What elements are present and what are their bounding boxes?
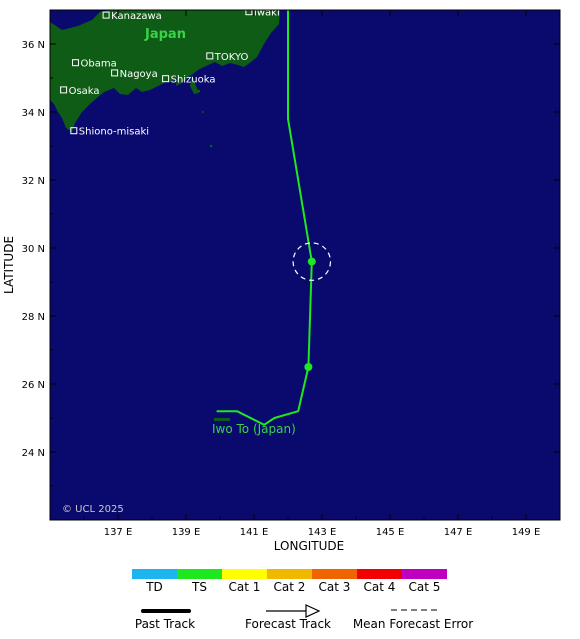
x-axis-title: LONGITUDE xyxy=(274,539,344,553)
forecast-point-marker xyxy=(304,363,313,371)
lon-tick-label: 145 E xyxy=(376,527,405,538)
izu-peninsula-land xyxy=(190,74,199,94)
legend-color-swatch xyxy=(267,569,312,579)
lon-tick-label: 147 E xyxy=(444,527,473,538)
track-layer xyxy=(216,10,332,426)
lon-tick-label: 149 E xyxy=(512,527,541,538)
land-group xyxy=(50,10,280,421)
japan-land xyxy=(50,10,280,132)
lat-tick-label: 30 N xyxy=(22,244,45,255)
iwo-to-island xyxy=(214,418,230,421)
legend-category-label: Cat 3 xyxy=(319,580,351,594)
copyright-text: © UCL 2025 xyxy=(62,504,124,515)
izu-island xyxy=(197,89,201,93)
forecast-point-marker xyxy=(307,257,316,266)
past-track-label: Past Track xyxy=(135,617,195,631)
legend-color-swatch xyxy=(222,569,267,579)
legend-color-swatch xyxy=(132,569,177,579)
izu-island xyxy=(209,144,213,148)
forecast-error-circle xyxy=(292,242,332,281)
city-label: TOKYO xyxy=(214,52,249,63)
lat-tick-label: 32 N xyxy=(22,176,45,187)
city-label: Osaka xyxy=(69,86,100,97)
lon-tick-label: 139 E xyxy=(172,527,201,538)
city-label: Kanazawa xyxy=(111,11,162,22)
mean-error-label: Mean Forecast Error xyxy=(353,617,473,631)
lat-tick-label: 26 N xyxy=(22,380,45,391)
storm-track-line xyxy=(216,10,313,426)
city-marker xyxy=(245,8,253,16)
ocean-area xyxy=(50,10,560,520)
legend-color-swatch xyxy=(357,569,402,579)
city-marker xyxy=(162,75,170,83)
city-marker xyxy=(60,86,68,94)
legend-color-swatch xyxy=(177,569,222,579)
lat-tick-label: 36 N xyxy=(22,40,45,51)
forecast-track-label: Forecast Track xyxy=(245,617,331,631)
city-label: Iwaki xyxy=(254,8,280,19)
legend-color-swatch xyxy=(312,569,357,579)
lon-tick-label: 137 E xyxy=(104,527,133,538)
city-label: Obama xyxy=(81,59,117,70)
city-marker xyxy=(70,127,78,135)
forecast-arrow-icon xyxy=(305,604,321,618)
city-marker xyxy=(111,69,119,77)
city-label: Nagoya xyxy=(120,69,158,80)
legend-category-label: Cat 4 xyxy=(364,580,396,594)
iwo-to-label: Iwo To (Japan) xyxy=(212,422,296,436)
city-label: Shizuoka xyxy=(171,75,216,86)
city-label: Shiono-misaki xyxy=(79,127,149,138)
lat-tick-label: 34 N xyxy=(22,108,45,119)
legend-category-label: Cat 5 xyxy=(409,580,441,594)
legend: TD TS Cat 1 Cat 2 Cat 3 Cat 4 Cat 5 Past Track F… xyxy=(132,569,473,631)
legend-category-label: TD xyxy=(145,580,163,594)
y-axis-title: LATITUDE xyxy=(2,236,16,294)
city-marker xyxy=(72,59,79,67)
lat-tick-label: 28 N xyxy=(22,312,45,323)
legend-color-swatch xyxy=(402,569,447,579)
plot-frame xyxy=(49,9,561,521)
legend-category-label: Cat 2 xyxy=(274,580,306,594)
city-marker xyxy=(206,52,214,60)
lat-tick-label: 24 N xyxy=(22,448,45,459)
country-label: Japan xyxy=(144,27,186,42)
legend-category-label: Cat 1 xyxy=(229,580,261,594)
lon-tick-label: 141 E xyxy=(240,527,269,538)
legend-category-label: TS xyxy=(191,580,207,594)
city-marker xyxy=(102,11,110,19)
axis-ticks: 137 E 139 E 141 E 143 E 145 E 147 E 149 E 24 N 2… xyxy=(22,10,560,538)
lon-tick-label: 143 E xyxy=(308,527,337,538)
noto-peninsula-land xyxy=(114,10,124,22)
izu-island xyxy=(202,111,204,113)
